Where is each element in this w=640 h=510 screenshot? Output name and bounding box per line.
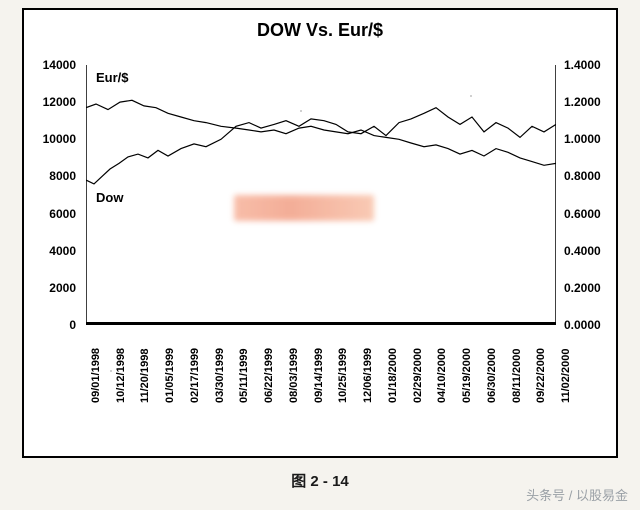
y1-tick-label: 12000 bbox=[26, 95, 76, 109]
y1-tick-label: 6000 bbox=[26, 207, 76, 221]
y2-tick-label: 0.8000 bbox=[564, 169, 601, 183]
x-tick-label: 04/10/2000 bbox=[436, 348, 448, 403]
y2-tick-label: 0.2000 bbox=[564, 281, 601, 295]
x-tick-label: 01/05/1999 bbox=[164, 348, 176, 403]
x-tick-label: 08/11/2000 bbox=[511, 349, 523, 403]
x-tick-label: 09/01/1998 bbox=[90, 348, 102, 403]
y1-tick-label: 8000 bbox=[26, 169, 76, 183]
x-tick-label: 06/22/1999 bbox=[263, 348, 275, 403]
y2-tick-label: 0.6000 bbox=[564, 207, 601, 221]
y1-tick-label: 14000 bbox=[26, 58, 76, 72]
series-eur_usd_y2 bbox=[86, 100, 556, 165]
y1-tick-label: 0 bbox=[26, 318, 76, 332]
y2-tick-label: 1.0000 bbox=[564, 132, 601, 146]
x-tick-label: 09/14/1999 bbox=[313, 348, 325, 403]
chart-frame: DOW Vs. Eur/$ 02000400060008000100001200… bbox=[22, 8, 618, 458]
x-tick-label: 09/22/2000 bbox=[535, 348, 547, 403]
x-tick-label: 05/11/1999 bbox=[238, 349, 250, 403]
watermark-smudge bbox=[234, 195, 374, 221]
x-tick-label: 01/18/2000 bbox=[387, 348, 399, 403]
y2-tick-label: 0.4000 bbox=[564, 244, 601, 258]
x-tick-label: 06/30/2000 bbox=[486, 348, 498, 403]
y1-tick-label: 2000 bbox=[26, 281, 76, 295]
series-label: Dow bbox=[96, 190, 123, 205]
footer-credit: 头条号 / 以股易金 bbox=[526, 485, 628, 504]
x-tick-label: 02/29/2000 bbox=[412, 348, 424, 403]
series-label: Eur/$ bbox=[96, 70, 129, 85]
x-tick-label: 08/03/1999 bbox=[288, 348, 300, 403]
y2-tick-label: 1.4000 bbox=[564, 58, 601, 72]
x-tick-label: 10/12/1998 bbox=[115, 348, 127, 403]
x-tick-label: 10/25/1999 bbox=[337, 348, 349, 403]
x-tick-label: 12/06/1999 bbox=[362, 348, 374, 403]
x-tick-label: 03/30/1999 bbox=[214, 348, 226, 403]
series-dow_y1 bbox=[86, 108, 556, 184]
x-tick-label: 02/17/1999 bbox=[189, 348, 201, 403]
y1-tick-label: 4000 bbox=[26, 244, 76, 258]
x-tick-label: 11/20/1998 bbox=[139, 349, 151, 403]
y2-tick-label: 1.2000 bbox=[564, 95, 601, 109]
x-tick-label: 05/19/2000 bbox=[461, 348, 473, 403]
y1-tick-label: 10000 bbox=[26, 132, 76, 146]
y2-tick-label: 0.0000 bbox=[564, 318, 601, 332]
x-tick-label: 11/02/2000 bbox=[560, 349, 572, 403]
